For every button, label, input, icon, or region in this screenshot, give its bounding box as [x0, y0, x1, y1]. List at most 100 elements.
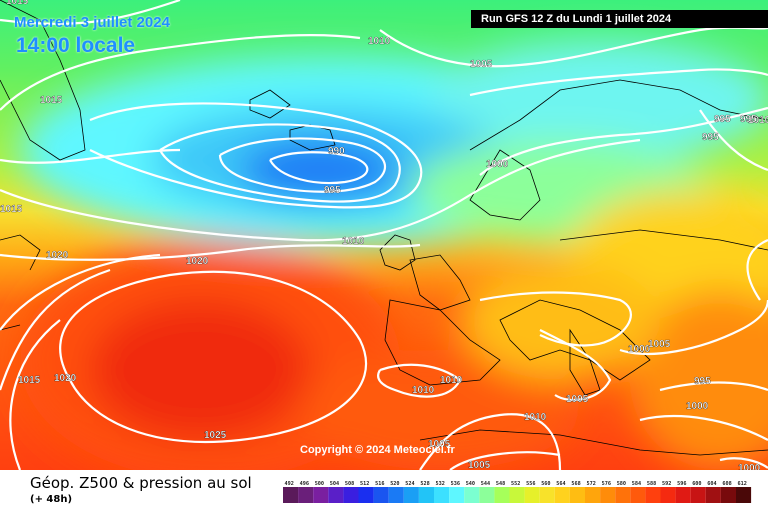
isobar-label: 1000	[686, 401, 709, 412]
legend-swatch	[554, 487, 570, 503]
legend-value: 512	[360, 481, 369, 487]
isobar-label: 995	[714, 114, 731, 125]
legend-value: 592	[662, 481, 671, 487]
isobar-labels: 1015101010059959909951015101010009959951…	[0, 0, 768, 470]
legend-swatch	[434, 487, 450, 503]
legend-swatch	[449, 487, 465, 503]
copyright: Copyright © 2024 Meteociel.fr	[300, 444, 455, 456]
legend-swatch	[615, 487, 631, 503]
isobar-label: 1010	[524, 412, 547, 423]
legend-value: 504	[330, 481, 339, 487]
isobar-label: 1005	[428, 439, 451, 450]
isobar-label: 1015	[6, 0, 29, 7]
isobar-label: 1005	[468, 460, 491, 470]
legend-value: 564	[556, 481, 565, 487]
legend-value: 540	[466, 481, 475, 487]
legend-swatch	[509, 487, 525, 503]
legend-swatch	[343, 487, 359, 503]
legend-value: 604	[707, 481, 716, 487]
legend-swatch	[600, 487, 616, 503]
color-legend: 492 496 500 504 508 512 516 520 524 528 532 536 540 5…	[283, 481, 752, 503]
legend-swatch	[645, 487, 661, 503]
legend-value: 536	[451, 481, 460, 487]
isobar-label: 1005	[566, 394, 589, 405]
footer: Géop. Z500 & pression au sol (+ 48h) 492…	[0, 470, 768, 512]
isobars	[0, 0, 768, 470]
legend-swatch	[373, 487, 389, 503]
forecast-date: Mercredi 3 juillet 2024	[14, 14, 170, 31]
isobar-label: 1000	[486, 159, 509, 170]
legend-value: 544	[481, 481, 490, 487]
isobar-label: 990	[328, 146, 345, 157]
legend-swatch	[630, 487, 646, 503]
legend-swatch	[479, 487, 495, 503]
legend-swatch	[539, 487, 555, 503]
isobar-label: 1005	[648, 339, 671, 350]
legend-swatch	[690, 487, 706, 503]
isobar-label: 1020	[186, 256, 209, 267]
legend-value: 524	[405, 481, 414, 487]
legend-swatch	[705, 487, 721, 503]
forecast-lead: (+ 48h)	[30, 494, 73, 505]
isobar-label: 1015	[40, 95, 63, 106]
legend-value: 572	[587, 481, 596, 487]
legend-value: 552	[511, 481, 520, 487]
isobar-label: 1000	[628, 344, 651, 355]
isobar-label: 1000	[738, 463, 761, 470]
legend-value: 588	[647, 481, 656, 487]
legend-value: 496	[300, 481, 309, 487]
isobar-label: 995	[324, 185, 341, 196]
legend-value: 608	[722, 481, 731, 487]
legend-value: 532	[436, 481, 445, 487]
legend-swatch	[403, 487, 419, 503]
isobar-label: 1015	[18, 375, 41, 386]
legend-swatch	[313, 487, 329, 503]
legend-swatch	[328, 487, 344, 503]
legend-value: 612	[738, 481, 747, 487]
legend-value: 548	[496, 481, 505, 487]
isobar-label: 1010	[368, 36, 391, 47]
local-time: 14:00 locale	[16, 34, 136, 57]
legend-swatch	[675, 487, 691, 503]
legend-value: 500	[315, 481, 324, 487]
isobar-label: 1020	[46, 250, 69, 261]
legend-value: 528	[420, 481, 429, 487]
isobar-label: 995	[694, 376, 711, 387]
legend-swatch	[464, 487, 480, 503]
legend-swatch	[569, 487, 585, 503]
legend-swatch	[524, 487, 540, 503]
isobar-label: 1020	[54, 373, 77, 384]
legend-value: 568	[571, 481, 580, 487]
legend-value: 508	[345, 481, 354, 487]
run-info-bar: Run GFS 12 Z du Lundi 1 juillet 2024	[471, 10, 768, 28]
legend-value: 580	[617, 481, 626, 487]
legend-swatch	[418, 487, 434, 503]
legend-swatch	[660, 487, 676, 503]
legend-value: 556	[526, 481, 535, 487]
isobar-label: 1005	[470, 59, 493, 70]
legend-swatch	[720, 487, 736, 503]
legend-swatch	[585, 487, 601, 503]
legend-swatch	[736, 487, 752, 503]
legend-value: 596	[677, 481, 686, 487]
legend-swatch	[283, 487, 299, 503]
legend-value: 516	[375, 481, 384, 487]
legend-swatch	[358, 487, 374, 503]
legend-swatch	[494, 487, 510, 503]
isobar-label: 995	[702, 132, 719, 143]
isobar-label: 1025	[204, 430, 227, 441]
legend-value: 520	[390, 481, 399, 487]
legend-swatch	[298, 487, 314, 503]
legend-value: 576	[602, 481, 611, 487]
isobar-label: 1015	[0, 204, 23, 215]
isobar-label: 1010	[342, 236, 365, 247]
isobar-label: 1010	[748, 115, 768, 126]
isobar-label: 995	[740, 114, 757, 125]
legend-swatch	[388, 487, 404, 503]
isobar-label: 1010	[412, 385, 435, 396]
legend-value: 584	[632, 481, 641, 487]
isobar-label: 1010	[440, 375, 463, 386]
z500-pressure-map: 1015101010059959909951015101010009959951…	[0, 0, 768, 470]
chart-title: Géop. Z500 & pression au sol	[30, 474, 252, 492]
